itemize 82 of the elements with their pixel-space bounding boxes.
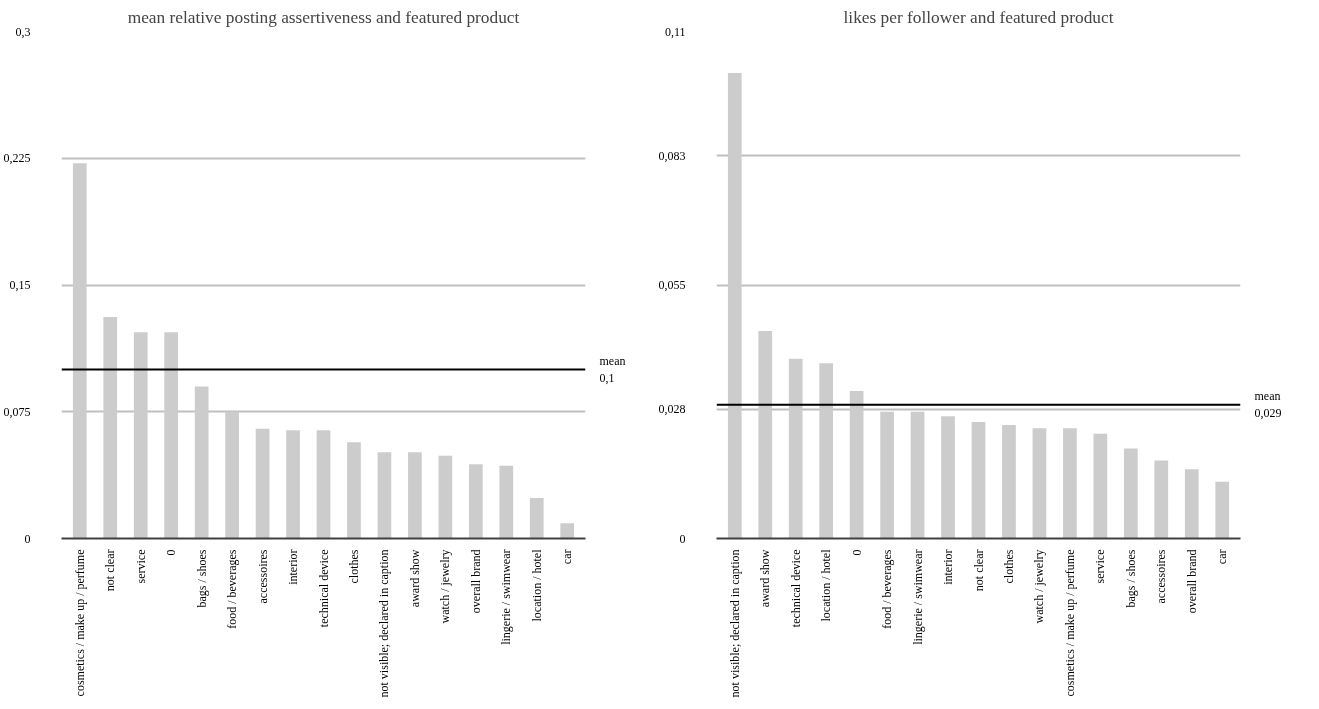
y-tick-label: 0,028 xyxy=(658,402,686,417)
x-tick-label: overall brand xyxy=(1184,549,1199,614)
bar xyxy=(377,452,392,539)
x-tick-label: interior xyxy=(286,549,301,585)
x-tick-label: watch / jewelry xyxy=(1032,549,1047,624)
y-tick-label: 0 xyxy=(24,531,31,546)
bar xyxy=(72,163,87,539)
x-tick-label: not clear xyxy=(103,549,118,592)
y-tick-label: 0,11 xyxy=(664,24,686,39)
y-tick-label: 0,055 xyxy=(658,278,686,292)
x-tick-label: not visible; declared in caption xyxy=(727,549,742,698)
y-tick-label: 0,225 xyxy=(3,151,31,166)
x-tick-label: service xyxy=(1093,549,1108,584)
bar xyxy=(438,455,453,539)
x-tick-label: clothes xyxy=(346,549,361,584)
bar xyxy=(225,411,239,539)
bar xyxy=(788,358,803,539)
bar xyxy=(1215,481,1230,539)
y-tick-label: 0,075 xyxy=(3,404,31,419)
y-tick-label: 0 xyxy=(679,531,686,546)
bar xyxy=(1032,428,1047,539)
x-tick-label: 0 xyxy=(849,549,864,556)
ref-line-label: mean 0,029 xyxy=(1254,389,1282,421)
bar xyxy=(408,452,422,539)
y-tick-label: 0,15 xyxy=(9,278,31,292)
x-tick-label: clothes xyxy=(1001,549,1016,584)
bar xyxy=(133,332,148,539)
x-tick-label: lingerie / swimwear xyxy=(499,549,514,645)
bar xyxy=(880,411,894,539)
bar xyxy=(347,442,361,539)
x-tick-label: 0 xyxy=(164,549,179,556)
bar xyxy=(910,411,925,539)
bar xyxy=(499,465,514,539)
x-tick-label: car xyxy=(1215,549,1230,565)
bar xyxy=(316,430,331,539)
x-tick-label: not visible; declared in caption xyxy=(377,549,392,698)
bar xyxy=(758,331,773,539)
bar xyxy=(1093,433,1108,539)
x-tick-label: not clear xyxy=(971,549,986,592)
bar xyxy=(819,363,834,539)
x-tick-label: location / hotel xyxy=(529,548,544,622)
x-tick-label: service xyxy=(133,549,148,584)
bar xyxy=(529,497,544,539)
x-tick-label: cosmetics / make up / perfume xyxy=(1062,549,1077,697)
x-tick-label: technical device xyxy=(788,549,803,628)
x-tick-label: technical device xyxy=(316,549,331,628)
bar xyxy=(849,391,864,539)
bar xyxy=(286,430,300,539)
x-tick-label: bags / shoes xyxy=(194,549,209,608)
x-tick-label: location / hotel xyxy=(819,548,834,622)
bar xyxy=(164,332,179,539)
x-tick-label: interior xyxy=(941,549,956,585)
bar xyxy=(1123,448,1138,539)
x-tick-label: watch / jewelry xyxy=(438,549,453,624)
bar xyxy=(941,416,955,539)
x-tick-label: bags / shoes xyxy=(1123,549,1138,608)
bar xyxy=(194,386,209,539)
x-tick-label: food / beverages xyxy=(880,549,895,629)
chart-title: likes per follower and featured product xyxy=(843,7,1114,27)
bar xyxy=(103,317,118,539)
x-tick-label: accessoires xyxy=(1154,549,1169,604)
bar xyxy=(255,428,270,539)
chart-title: mean relative posting assertiveness and featured product xyxy=(127,7,520,27)
bar xyxy=(971,421,986,539)
bar xyxy=(1002,425,1016,539)
bar xyxy=(1063,428,1077,539)
x-tick-label: overall brand xyxy=(468,549,483,614)
x-tick-label: award show xyxy=(758,549,773,608)
x-tick-label: food / beverages xyxy=(225,549,240,629)
x-tick-label: accessoires xyxy=(255,549,270,604)
bar xyxy=(560,523,575,539)
x-tick-label: cosmetics / make up / perfume xyxy=(72,549,87,697)
y-tick-label: 0,3 xyxy=(15,24,31,39)
bar xyxy=(727,72,742,539)
bar xyxy=(1154,460,1169,539)
x-tick-label: lingerie / swimwear xyxy=(910,549,925,645)
ref-line-label: mean 0,1 xyxy=(599,354,626,385)
y-tick-label: 0,083 xyxy=(658,148,686,163)
x-tick-label: award show xyxy=(407,549,422,608)
bar xyxy=(1184,469,1199,539)
bar xyxy=(468,464,483,539)
x-tick-label: car xyxy=(560,549,575,565)
